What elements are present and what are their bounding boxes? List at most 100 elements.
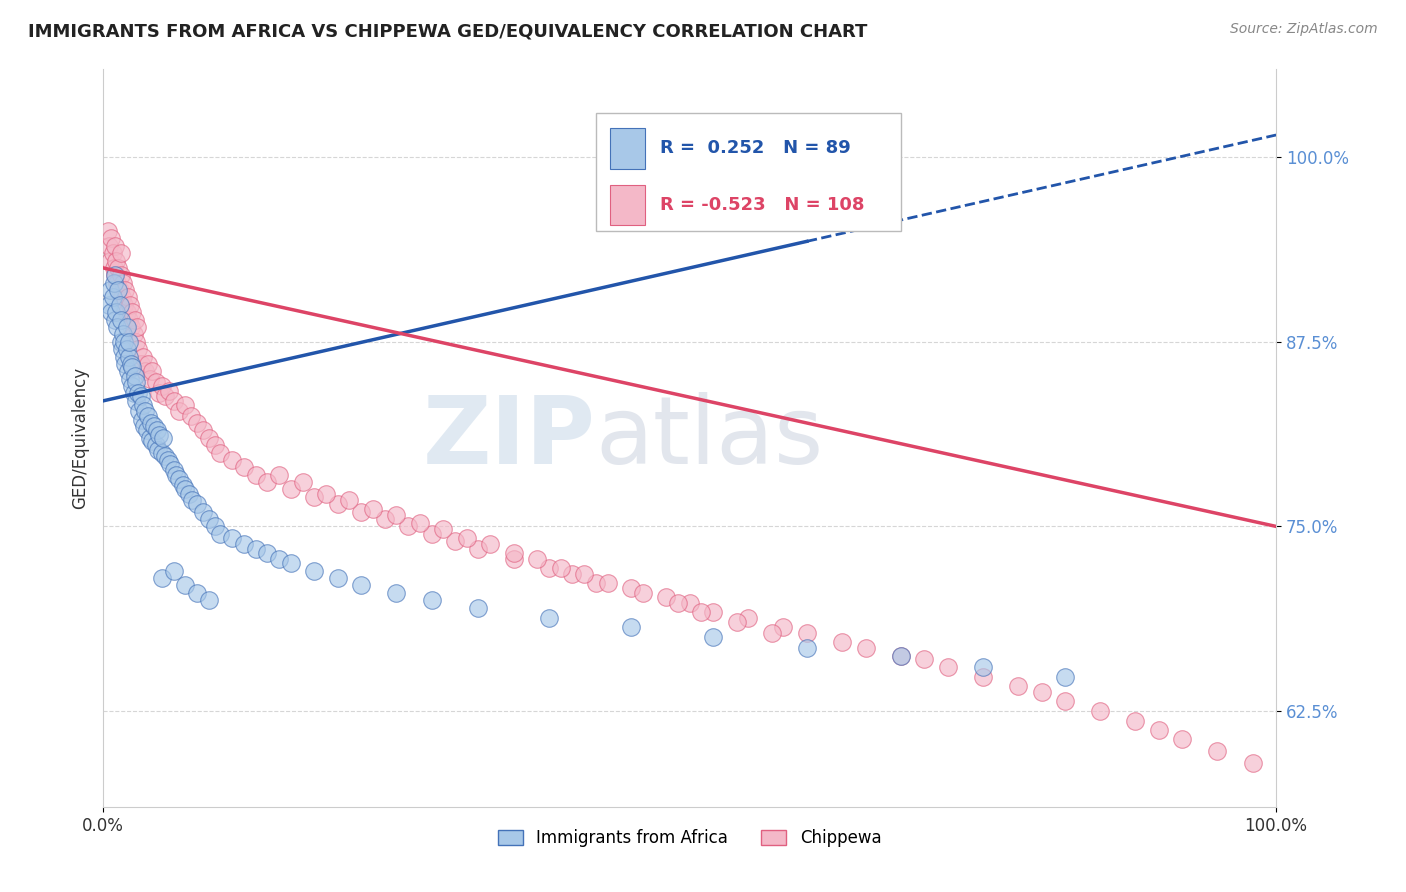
Point	[114, 357, 136, 371]
Point	[256, 546, 278, 560]
Point	[112, 350, 135, 364]
Point	[124, 368, 146, 383]
Point	[315, 487, 337, 501]
Point	[142, 419, 165, 434]
Point	[585, 575, 607, 590]
Point	[456, 531, 478, 545]
Point	[304, 490, 326, 504]
Point	[256, 475, 278, 489]
Point	[831, 634, 853, 648]
Point	[304, 564, 326, 578]
Point	[350, 505, 373, 519]
Point	[98, 283, 121, 297]
Point	[245, 467, 267, 482]
Point	[129, 389, 152, 403]
Point	[121, 379, 143, 393]
Point	[1206, 744, 1229, 758]
Point	[104, 268, 127, 283]
Point	[180, 409, 202, 423]
Point	[150, 445, 173, 459]
Point	[890, 649, 912, 664]
Point	[136, 409, 159, 423]
Point	[702, 605, 724, 619]
Point	[280, 483, 302, 497]
Point	[127, 342, 149, 356]
Point	[104, 268, 127, 283]
Point	[122, 327, 145, 342]
Point	[122, 386, 145, 401]
Point	[136, 357, 159, 371]
Point	[245, 541, 267, 556]
Point	[124, 312, 146, 326]
Point	[1007, 679, 1029, 693]
Point	[186, 497, 208, 511]
Point	[172, 478, 194, 492]
Point	[108, 283, 131, 297]
Point	[125, 393, 148, 408]
Point	[174, 578, 197, 592]
Point	[550, 561, 572, 575]
Point	[1053, 670, 1076, 684]
Point	[221, 453, 243, 467]
Point	[98, 253, 121, 268]
Point	[103, 260, 125, 275]
Point	[631, 586, 654, 600]
Point	[118, 350, 141, 364]
Point	[131, 413, 153, 427]
Point	[129, 357, 152, 371]
Point	[396, 519, 419, 533]
Point	[620, 620, 643, 634]
Point	[110, 334, 132, 349]
Point	[110, 268, 132, 283]
Point	[420, 593, 443, 607]
Point	[191, 424, 214, 438]
Point	[156, 453, 179, 467]
Point	[98, 239, 121, 253]
Point	[118, 334, 141, 349]
Point	[159, 458, 181, 472]
Point	[339, 492, 361, 507]
Point	[155, 389, 177, 403]
Point	[502, 552, 524, 566]
Point	[1123, 714, 1146, 729]
Point	[204, 438, 226, 452]
Point	[103, 276, 125, 290]
Point	[267, 467, 290, 482]
Point	[155, 449, 177, 463]
Point	[107, 260, 129, 275]
Point	[1171, 732, 1194, 747]
Point	[1241, 756, 1264, 770]
Point	[678, 596, 700, 610]
Point	[912, 652, 935, 666]
Point	[350, 578, 373, 592]
Point	[280, 557, 302, 571]
Point	[100, 231, 122, 245]
Point	[796, 640, 818, 655]
FancyBboxPatch shape	[610, 185, 645, 226]
Point	[132, 398, 155, 412]
Point	[169, 404, 191, 418]
Point	[761, 625, 783, 640]
Point	[502, 546, 524, 560]
Point	[620, 582, 643, 596]
Point	[141, 416, 163, 430]
Point	[526, 552, 548, 566]
Point	[537, 561, 560, 575]
Point	[120, 298, 142, 312]
Point	[420, 526, 443, 541]
Point	[110, 246, 132, 260]
Point	[145, 438, 167, 452]
Point	[157, 384, 180, 398]
Point	[432, 522, 454, 536]
Point	[197, 593, 219, 607]
Point	[361, 501, 384, 516]
Point	[134, 404, 156, 418]
Text: Source: ZipAtlas.com: Source: ZipAtlas.com	[1230, 22, 1378, 37]
Point	[725, 615, 748, 630]
Point	[936, 659, 959, 673]
Point	[150, 379, 173, 393]
Point	[191, 505, 214, 519]
Point	[120, 357, 142, 371]
Point	[796, 625, 818, 640]
Point	[690, 605, 713, 619]
